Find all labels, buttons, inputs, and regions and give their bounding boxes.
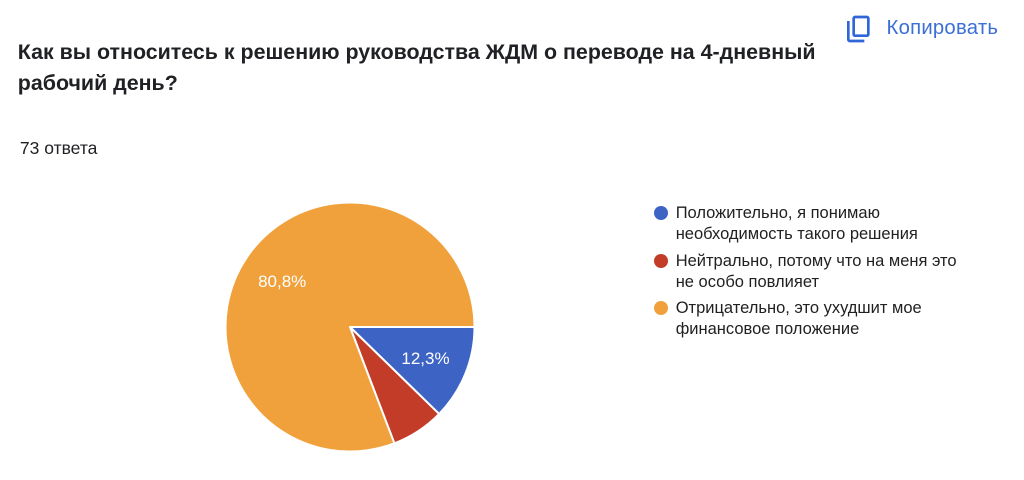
svg-text:80,8%: 80,8% xyxy=(258,272,306,291)
svg-text:12,3%: 12,3% xyxy=(401,348,449,367)
